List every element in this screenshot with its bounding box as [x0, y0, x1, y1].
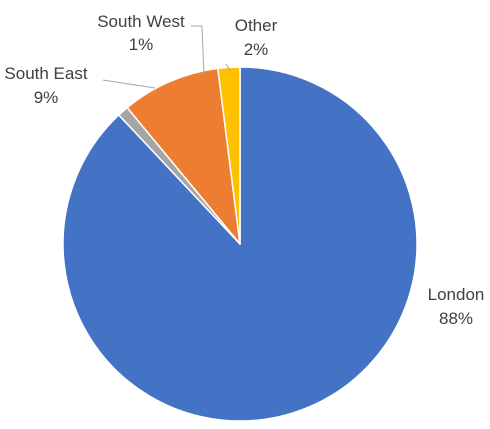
data-label-percent-other: 2%	[244, 40, 269, 59]
data-labels-layer: London 88% South West 1% South East 9% Other 2%	[4, 12, 484, 328]
pie-slice-south-east	[126, 67, 241, 245]
leader-lines-layer	[102, 25, 231, 89]
slices-layer	[62, 66, 418, 422]
pie-slice-london	[62, 66, 418, 422]
data-label-name-london: London	[428, 285, 485, 304]
data-label-name-south-west: South West	[97, 12, 185, 31]
data-label-name-south-east: South East	[4, 64, 87, 83]
data-label-percent-london: 88%	[439, 309, 473, 328]
leader-line-other	[225, 63, 231, 72]
data-label-name-other: Other	[235, 16, 278, 35]
pie-slice-other	[217, 66, 241, 245]
data-label-percent-south-east: 9%	[34, 88, 59, 107]
data-label-percent-south-west: 1%	[129, 35, 154, 54]
leader-line-south-east	[102, 79, 156, 89]
leader-line-south-west	[191, 25, 205, 76]
